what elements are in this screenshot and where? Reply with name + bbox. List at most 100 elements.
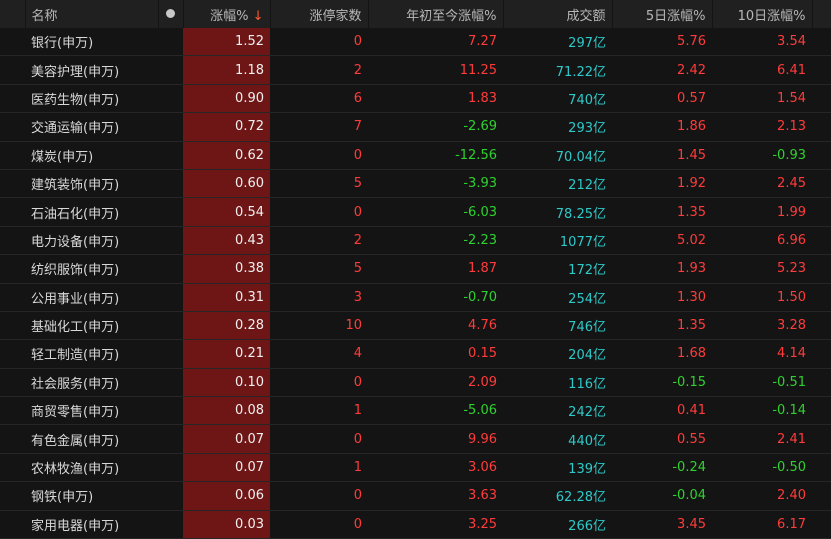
table-row[interactable]: 电力设备(申万) 0.43 2 -2.23 1077亿 5.02 6.96 [0, 226, 831, 256]
cell-volume: 139亿 [503, 453, 612, 483]
cell-limit-up: 0 [270, 510, 368, 539]
cell-limit-up: 0 [270, 481, 368, 511]
table-row[interactable]: 医药生物(申万) 0.90 6 1.83 740亿 0.57 1.54 [0, 84, 831, 114]
cell-volume: 297亿 [503, 28, 612, 57]
cell-ytd: 2.09 [368, 368, 503, 398]
table-row[interactable]: 交通运输(申万) 0.72 7 -2.69 293亿 1.86 2.13 [0, 112, 831, 142]
cell-10d: 1.54 [712, 84, 812, 114]
cell-ytd: -3.93 [368, 169, 503, 199]
cell-name: 医药生物(申万) [25, 84, 158, 114]
cell-name: 社会服务(申万) [25, 368, 158, 398]
cell-chg: 0.21 [183, 339, 270, 369]
cell-10d: -0.14 [712, 396, 812, 426]
table-row[interactable]: 有色金属(申万) 0.07 0 9.96 440亿 0.55 2.41 [0, 424, 831, 454]
header-name[interactable]: 名称 [25, 0, 159, 28]
cell-limit-up: 0 [270, 368, 368, 398]
cell-name: 轻工制造(申万) [25, 339, 158, 369]
table-row[interactable]: 轻工制造(申万) 0.21 4 0.15 204亿 1.68 4.14 [0, 339, 831, 369]
cell-ytd: 11.25 [368, 55, 503, 85]
header-volume[interactable]: 成交额 [503, 0, 613, 28]
cell-limit-up: 1 [270, 396, 368, 426]
cell-chg: 1.18 [183, 55, 270, 85]
cell-ytd: 4.76 [368, 311, 503, 341]
table-row[interactable]: 美容护理(申万) 1.18 2 11.25 71.22亿 2.42 6.41 [0, 55, 831, 85]
cell-limit-up: 10 [270, 311, 368, 341]
table-row[interactable]: 商贸零售(申万) 0.08 1 -5.06 242亿 0.41 -0.14 [0, 396, 831, 426]
cell-name: 石油石化(申万) [25, 197, 158, 227]
table-row[interactable]: 基础化工(申万) 0.28 10 4.76 746亿 1.35 3.28 [0, 311, 831, 341]
cell-10d: 2.45 [712, 169, 812, 199]
cell-limit-up: 6 [270, 84, 368, 114]
cell-volume: 204亿 [503, 339, 612, 369]
header-dot[interactable] [158, 0, 184, 28]
cell-volume: 440亿 [503, 424, 612, 454]
cell-chg: 0.10 [183, 368, 270, 398]
cell-ytd: 7.27 [368, 28, 503, 57]
cell-10d: 6.17 [712, 510, 812, 539]
cell-10d: -0.50 [712, 453, 812, 483]
cell-10d: 3.54 [712, 28, 812, 57]
cell-5d: 2.42 [612, 55, 712, 85]
table-row[interactable]: 煤炭(申万) 0.62 0 -12.56 70.04亿 1.45 -0.93 [0, 141, 831, 170]
cell-name: 建筑装饰(申万) [25, 169, 158, 199]
table-row[interactable]: 农林牧渔(申万) 0.07 1 3.06 139亿 -0.24 -0.50 [0, 453, 831, 483]
header-10d[interactable]: 10日涨幅% [712, 0, 813, 28]
cell-ytd: -12.56 [368, 141, 503, 170]
cell-5d: 5.76 [612, 28, 712, 57]
table-row[interactable]: 社会服务(申万) 0.10 0 2.09 116亿 -0.15 -0.51 [0, 368, 831, 398]
table-row[interactable]: 家用电器(申万) 0.03 0 3.25 266亿 3.45 6.17 [0, 510, 831, 539]
cell-volume: 70.04亿 [503, 141, 612, 170]
cell-ytd: 1.87 [368, 254, 503, 284]
cell-5d: 1.68 [612, 339, 712, 369]
cell-volume: 740亿 [503, 84, 612, 114]
cell-5d: 1.35 [612, 197, 712, 227]
cell-volume: 116亿 [503, 368, 612, 398]
cell-volume: 71.22亿 [503, 55, 612, 85]
cell-5d: 0.41 [612, 396, 712, 426]
cell-limit-up: 0 [270, 141, 368, 170]
cell-name: 农林牧渔(申万) [25, 453, 158, 483]
cell-5d: 5.02 [612, 226, 712, 256]
cell-name: 商贸零售(申万) [25, 396, 158, 426]
cell-chg: 0.31 [183, 283, 270, 312]
cell-chg: 0.06 [183, 481, 270, 511]
cell-limit-up: 2 [270, 226, 368, 256]
cell-limit-up: 0 [270, 197, 368, 227]
cell-name: 有色金属(申万) [25, 424, 158, 454]
table-row[interactable]: 石油石化(申万) 0.54 0 -6.03 78.25亿 1.35 1.99 [0, 197, 831, 227]
cell-10d: 6.41 [712, 55, 812, 85]
cell-limit-up: 2 [270, 55, 368, 85]
cell-5d: 1.86 [612, 112, 712, 142]
cell-ytd: -2.23 [368, 226, 503, 256]
table-row[interactable]: 纺织服饰(申万) 0.38 5 1.87 172亿 1.93 5.23 [0, 254, 831, 284]
table-row[interactable]: 公用事业(申万) 0.31 3 -0.70 254亿 1.30 1.50 [0, 283, 831, 312]
header-row: 名称 涨幅% ↓ 涨停家数 年初至今涨幅% 成交额 5日涨幅% 10日涨幅% [0, 0, 831, 28]
cell-ytd: 3.25 [368, 510, 503, 539]
cell-limit-up: 5 [270, 169, 368, 199]
cell-name: 公用事业(申万) [25, 283, 158, 312]
cell-ytd: 0.15 [368, 339, 503, 369]
cell-volume: 266亿 [503, 510, 612, 539]
table-row[interactable]: 建筑装饰(申万) 0.60 5 -3.93 212亿 1.92 2.45 [0, 169, 831, 199]
header-ytd[interactable]: 年初至今涨幅% [368, 0, 504, 28]
cell-volume: 242亿 [503, 396, 612, 426]
cell-limit-up: 4 [270, 339, 368, 369]
cell-limit-up: 0 [270, 28, 368, 57]
header-5d[interactable]: 5日涨幅% [612, 0, 713, 28]
cell-ytd: 3.06 [368, 453, 503, 483]
cell-ytd: -0.70 [368, 283, 503, 312]
cell-volume: 62.28亿 [503, 481, 612, 511]
cell-name: 电力设备(申万) [25, 226, 158, 256]
cell-10d: 1.99 [712, 197, 812, 227]
cell-ytd: -2.69 [368, 112, 503, 142]
table-row[interactable]: 钢铁(申万) 0.06 0 3.63 62.28亿 -0.04 2.40 [0, 481, 831, 511]
cell-chg: 0.43 [183, 226, 270, 256]
cell-name: 家用电器(申万) [25, 510, 158, 539]
header-limit-up[interactable]: 涨停家数 [270, 0, 369, 28]
cell-limit-up: 5 [270, 254, 368, 284]
cell-5d: 1.93 [612, 254, 712, 284]
table-row[interactable]: 银行(申万) 1.52 0 7.27 297亿 5.76 3.54 [0, 28, 831, 57]
cell-name: 银行(申万) [25, 28, 158, 57]
header-chg[interactable]: 涨幅% ↓ [183, 0, 271, 28]
cell-volume: 1077亿 [503, 226, 612, 256]
